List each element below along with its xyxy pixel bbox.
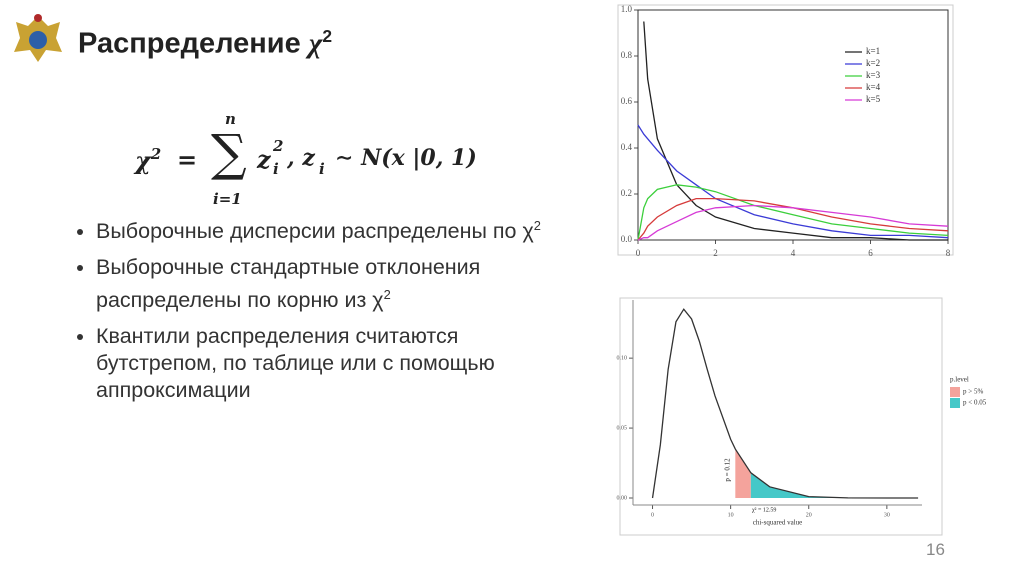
x-tick-label: 20 <box>806 512 812 518</box>
slide-title: Распределение χ2 <box>78 26 332 61</box>
legend-swatch <box>950 398 960 408</box>
formula-z-sub: i <box>273 160 279 178</box>
y-tick-label: 1.0 <box>621 4 633 14</box>
shaded-region <box>735 449 751 499</box>
x-tick-label: 30 <box>884 512 890 518</box>
bullet-text: Квантили распределения считаются бутстре… <box>96 324 495 403</box>
formula-sup: 2 <box>150 145 162 163</box>
page-number: 16 <box>926 540 945 559</box>
shaded-region <box>750 472 919 499</box>
chart-frame <box>619 297 943 536</box>
formula-lower: i=1 <box>213 190 242 208</box>
formula-upper: n <box>225 110 236 128</box>
y-tick-label: 0.00 <box>617 495 628 501</box>
x-axis-label: chi-squared value <box>753 519 803 527</box>
x-tick-label: 8 <box>946 248 951 258</box>
plot-frame <box>637 9 949 241</box>
y-tick-label: 0.6 <box>621 96 633 106</box>
legend-label: k=3 <box>866 70 881 80</box>
annotation: p = 0.12 <box>724 458 732 482</box>
line-series <box>637 124 949 239</box>
formula: χ2 = ∑ n i=1 z 2 i , z i ∼ N(x |0, 1) <box>135 110 515 210</box>
formula-sep: , z <box>287 145 315 171</box>
annotation: χ² = 12.59 <box>752 507 776 513</box>
chart-frame <box>617 4 954 256</box>
formula-lhs: χ2 <box>135 145 161 175</box>
bullet: Выборочные дисперсии распределены по χ2 <box>96 212 576 245</box>
bullet: Выборочные стандартные отклонения распре… <box>96 254 576 314</box>
emblem-shield <box>29 31 47 49</box>
x-tick-label: 10 <box>728 512 734 518</box>
legend-title: p.level <box>950 376 969 384</box>
title-text: Распределение <box>78 27 301 60</box>
y-tick-label: 0.0 <box>621 234 633 244</box>
x-tick-label: 0 <box>636 248 641 258</box>
line-series <box>651 308 919 499</box>
legend-label: k=1 <box>866 46 880 56</box>
x-tick-label: 6 <box>868 248 873 258</box>
formula-sep-sub: i <box>319 160 325 178</box>
title-symbol: χ <box>308 27 323 60</box>
legend-label: k=4 <box>866 82 881 92</box>
bullet: Квантили распределения считаются бутстре… <box>96 323 576 404</box>
formula-sum: ∑ <box>211 124 247 182</box>
x-tick-label: 0 <box>651 512 654 518</box>
title-sup: 2 <box>322 26 332 46</box>
formula-rhs: ∼ N(x |0, 1) <box>335 145 477 171</box>
y-tick-label: 0.10 <box>617 356 628 362</box>
line-series <box>643 21 948 241</box>
bullet-text: Выборочные стандартные отклонения распре… <box>96 255 481 313</box>
formula-eq: = <box>177 145 198 174</box>
line-series <box>637 184 949 241</box>
formula-z-sup: 2 <box>273 137 284 155</box>
legend-label: p < 0.05 <box>963 399 987 407</box>
line-series <box>637 204 949 241</box>
formula-z: z <box>257 145 271 174</box>
bullet-sup: 2 <box>533 218 541 233</box>
bullet-text: Выборочные дисперсии распределены по χ <box>96 219 534 244</box>
y-tick-label: 0.05 <box>617 425 628 431</box>
bullet-sup: 2 <box>383 287 391 303</box>
y-tick-label: 0.8 <box>621 50 633 60</box>
y-tick-label: 0.4 <box>621 142 633 152</box>
legend-label: k=5 <box>866 94 881 104</box>
formula-chi: χ <box>135 146 151 175</box>
legend-swatch <box>950 387 960 397</box>
x-tick-label: 2 <box>713 248 718 258</box>
bullet-list: Выборочные дисперсии распределены по χ2 … <box>72 212 576 413</box>
line-series <box>637 197 949 241</box>
legend-label: p > 5% <box>963 388 983 396</box>
x-tick-label: 4 <box>791 248 796 258</box>
emblem-crown <box>34 14 42 22</box>
logo <box>14 14 62 62</box>
y-tick-label: 0.2 <box>621 188 632 198</box>
legend-label: k=2 <box>866 58 880 68</box>
